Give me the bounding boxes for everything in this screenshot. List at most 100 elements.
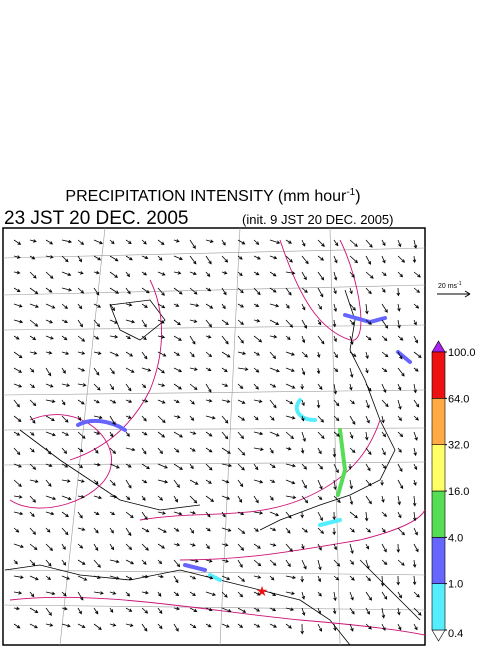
wind-arrow (141, 559, 147, 565)
wind-arrow (317, 623, 323, 632)
wind-arrow (413, 303, 420, 309)
wind-arrow (365, 447, 372, 456)
wind-arrow (269, 319, 280, 325)
wind-arrow (237, 543, 245, 551)
wind-arrow (93, 527, 99, 534)
wind-arrow (141, 495, 146, 501)
wind-arrow (349, 575, 355, 581)
wind-arrow (77, 495, 85, 499)
wind-arrow (253, 463, 259, 471)
wind-arrow (317, 271, 325, 281)
wind-arrow (413, 383, 417, 394)
wind-arrow (380, 479, 384, 486)
wind-arrow (125, 431, 130, 437)
wind-arrow (349, 383, 353, 391)
wind-arrow (301, 463, 308, 470)
wind-arrow (173, 479, 180, 489)
wind-arrow (109, 447, 117, 455)
wind-arrow (316, 399, 321, 409)
wind-arrow (109, 559, 120, 564)
title-sup: -1 (346, 187, 355, 198)
reference-label: 20 ms (438, 283, 458, 290)
wind-arrow (29, 271, 37, 279)
wind-arrow (237, 431, 245, 440)
wind-arrow (381, 255, 386, 264)
wind-arrow (333, 575, 340, 581)
wind-arrow (61, 335, 68, 341)
wind-arrow (301, 415, 305, 422)
wind-arrow (269, 479, 276, 483)
wind-arrow (189, 303, 200, 308)
wind-arrow (397, 607, 401, 616)
wind-arrow (381, 463, 387, 470)
wind-arrow (173, 542, 181, 547)
wind-arrow (13, 463, 22, 468)
wind-arrow (93, 607, 99, 615)
wind-arrow (396, 287, 401, 297)
wind-arrow (301, 335, 306, 344)
wind-arrow (173, 319, 181, 326)
wind-arrow (29, 303, 39, 308)
wind-arrow (317, 335, 325, 345)
wind-arrow (413, 335, 418, 344)
wind-arrow (205, 495, 215, 502)
wind-arrow (141, 431, 148, 436)
wind-arrow (141, 511, 148, 521)
wind-arrow (349, 479, 353, 490)
wind-arrow (285, 543, 293, 552)
wind-arrow (61, 255, 69, 263)
wind-arrow (365, 415, 370, 424)
wind-arrow (125, 575, 133, 580)
wind-arrow (253, 239, 260, 245)
wind-arrow (381, 271, 387, 277)
wind-arrow (333, 415, 340, 422)
wind-arrow (333, 383, 338, 395)
wind-arrow (221, 399, 231, 404)
wind-arrow (157, 527, 167, 533)
wind-arrow (285, 495, 297, 500)
colorbar-segment (431, 444, 446, 492)
wind-arrow (205, 431, 213, 437)
wind-arrow (221, 575, 231, 580)
wind-arrow (221, 591, 228, 598)
wind-arrow (300, 623, 304, 635)
wind-arrow (237, 319, 244, 325)
wind-arrow (365, 431, 369, 441)
wind-arrow (349, 239, 358, 247)
wind-arrow (77, 607, 82, 615)
wind-arrow (189, 575, 197, 580)
wind-arrow (317, 591, 322, 597)
wind-arrow (300, 511, 304, 519)
wind-arrow (61, 527, 69, 536)
wind-arrow (413, 591, 420, 598)
wind-arrow (237, 255, 243, 260)
wind-arrow (189, 510, 196, 515)
wind-arrow (205, 447, 213, 453)
wind-arrow (300, 447, 305, 454)
wind-arrow (269, 287, 277, 293)
wind-arrow (189, 495, 198, 504)
reference-vector: 20 ms-1 (437, 281, 471, 298)
colorbar-label: 32.0 (448, 440, 469, 452)
wind-arrow (205, 383, 212, 393)
wind-arrow (61, 271, 72, 277)
wind-arrow (61, 319, 69, 324)
wind-arrow (77, 527, 86, 531)
wind-arrow (173, 271, 182, 275)
wind-arrow (173, 383, 182, 390)
wind-arrow (301, 271, 307, 281)
wind-arrow (269, 559, 277, 566)
wind-arrow (253, 351, 261, 356)
wind-arrow (93, 543, 99, 552)
wind-arrow (189, 607, 198, 612)
wind-arrow (109, 591, 117, 595)
wind-arrow (173, 351, 180, 356)
wind-arrow (93, 303, 102, 308)
wind-arrow (189, 543, 196, 547)
wind-arrow (397, 319, 401, 329)
valid-time: 23 JST 20 DEC. 2005 (4, 208, 188, 229)
wind-arrow (253, 447, 264, 451)
wind-arrow (93, 239, 103, 245)
wind-arrow (317, 479, 323, 490)
wind-arrow (269, 383, 277, 388)
